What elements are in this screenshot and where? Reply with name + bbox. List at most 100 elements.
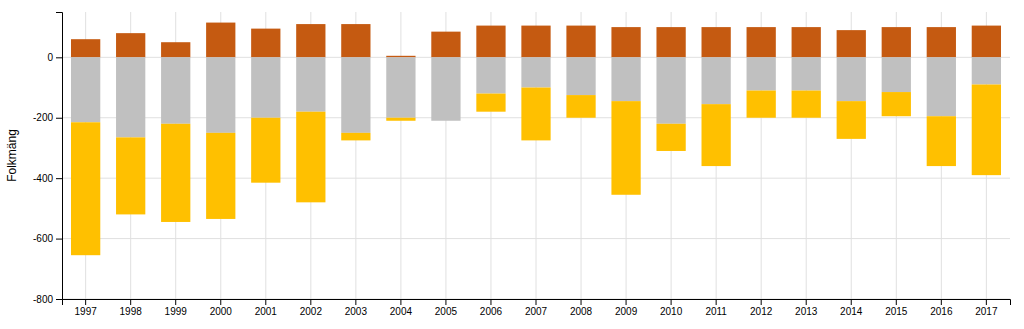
x-tick: 2002	[300, 299, 323, 317]
x-tick: 2010	[660, 299, 683, 317]
grid-line	[400, 12, 401, 299]
bar	[972, 57, 1001, 84]
bar	[341, 24, 370, 57]
x-axis: 1997199819992000200120022003200420052006…	[63, 299, 1011, 317]
bar	[476, 26, 505, 58]
y-axis-title: Folkmäng	[5, 129, 19, 182]
bar	[566, 57, 595, 95]
x-tick: 1998	[120, 299, 143, 317]
y-axis-line	[56, 13, 63, 300]
bar	[656, 57, 685, 123]
x-tick: 2004	[390, 299, 413, 317]
bar	[521, 26, 550, 58]
bar-series	[71, 23, 1001, 58]
y-tick-label: -200	[33, 112, 53, 123]
x-tick: 2016	[930, 299, 953, 317]
bar	[521, 88, 550, 141]
bar	[521, 57, 550, 87]
chart: 0-200-400-600-80019971998199920002001200…	[0, 0, 1024, 329]
bar	[251, 118, 280, 183]
x-tick-mark	[716, 299, 717, 305]
y-tick: -800	[33, 294, 62, 305]
bar	[161, 124, 190, 222]
bar	[341, 133, 370, 141]
x-tick: 2006	[480, 299, 503, 317]
x-tick-mark	[400, 299, 401, 305]
bar	[702, 104, 731, 166]
bar	[747, 27, 776, 57]
x-tick: 2012	[750, 299, 773, 317]
bar-series	[71, 85, 1001, 256]
bar	[206, 133, 235, 219]
y-axis: 0 -200 -400 -600 -800	[33, 13, 63, 305]
x-tick-mark	[220, 299, 221, 305]
bar	[71, 39, 100, 57]
bar	[296, 57, 325, 111]
x-tick-mark	[265, 299, 266, 305]
x-tick: 2001	[255, 299, 278, 317]
x-tick-label: 2012	[750, 306, 773, 317]
x-tick-mark	[490, 299, 491, 305]
bar	[792, 91, 821, 118]
x-tick-label: 2002	[300, 306, 323, 317]
bar	[431, 57, 460, 58]
bar	[161, 57, 190, 123]
bar	[837, 101, 866, 139]
bars	[71, 23, 1001, 256]
x-tick-mark	[445, 299, 446, 305]
bar	[71, 122, 100, 255]
bar	[611, 27, 640, 57]
x-tick-label: 2016	[930, 306, 953, 317]
x-tick-label: 2006	[480, 306, 503, 317]
x-tick: 2007	[525, 299, 548, 317]
x-tick-label: 2003	[345, 306, 368, 317]
y-tick-mark	[56, 239, 62, 240]
x-tick-mark	[761, 299, 762, 305]
x-tick-label: 2005	[435, 306, 458, 317]
bar	[386, 57, 415, 117]
bar	[882, 27, 911, 57]
bar	[476, 94, 505, 112]
bar	[206, 23, 235, 58]
x-tick-mark	[626, 299, 627, 305]
y-tick-mark	[56, 178, 62, 179]
bar	[386, 56, 415, 58]
x-tick: 1997	[75, 299, 98, 317]
bar	[71, 57, 100, 122]
bar	[747, 91, 776, 118]
bar	[161, 42, 190, 57]
bar	[611, 57, 640, 101]
bar	[792, 57, 821, 90]
x-tick-label: 1998	[120, 306, 143, 317]
grid	[62, 12, 1010, 299]
bar	[792, 27, 821, 57]
bar	[431, 57, 460, 120]
y-tick-mark	[56, 57, 62, 58]
x-axis-line	[63, 300, 1011, 306]
bar	[702, 27, 731, 57]
bar	[611, 101, 640, 195]
x-tick-label: 2010	[660, 306, 683, 317]
x-tick: 2009	[615, 299, 638, 317]
bar	[386, 118, 415, 121]
y-tick-mark	[56, 118, 62, 119]
bar	[116, 57, 145, 137]
bar	[656, 124, 685, 151]
x-tick-label: 2014	[840, 306, 863, 317]
x-tick-label: 2017	[975, 306, 998, 317]
y-tick-label: 0	[47, 52, 53, 63]
bar	[251, 57, 280, 117]
y-tick-label: -600	[33, 233, 53, 244]
x-tick: 1999	[165, 299, 188, 317]
plot: 0-200-400-600-80019971998199920002001200…	[33, 12, 1011, 317]
bar	[431, 32, 460, 58]
bar	[566, 95, 595, 118]
x-tick-label: 2008	[570, 306, 593, 317]
x-tick: 2003	[345, 299, 368, 317]
y-tick: -400	[33, 173, 62, 184]
x-tick-label: 2009	[615, 306, 638, 317]
x-tick-label: 2004	[390, 306, 413, 317]
bar	[656, 27, 685, 57]
bar	[882, 57, 911, 92]
x-tick-label: 2001	[255, 306, 278, 317]
